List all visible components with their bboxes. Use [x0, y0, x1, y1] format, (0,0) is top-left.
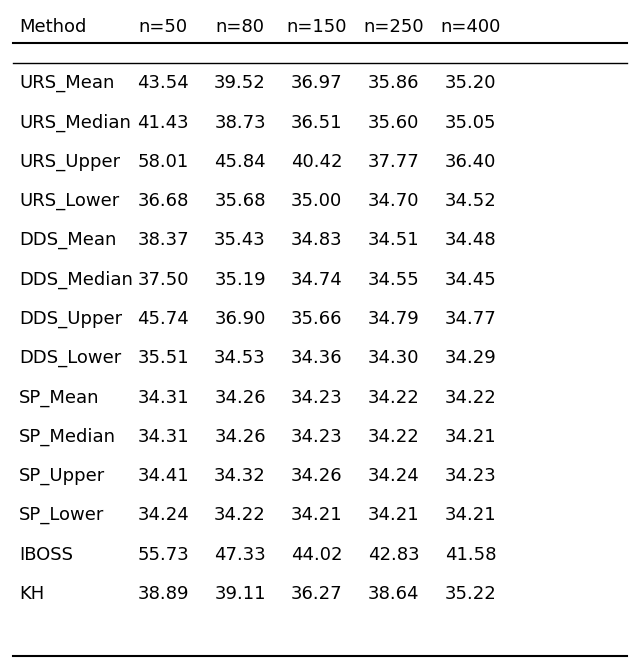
Text: 36.27: 36.27 — [291, 585, 342, 603]
Text: 34.26: 34.26 — [214, 428, 266, 446]
Text: IBOSS: IBOSS — [19, 545, 73, 564]
Text: 38.73: 38.73 — [214, 113, 266, 132]
Text: 35.19: 35.19 — [214, 270, 266, 289]
Text: n=400: n=400 — [440, 17, 500, 36]
Text: Method: Method — [19, 17, 86, 36]
Text: 41.43: 41.43 — [138, 113, 189, 132]
Text: 35.05: 35.05 — [445, 113, 496, 132]
Text: 34.36: 34.36 — [291, 349, 342, 368]
Text: 37.50: 37.50 — [138, 270, 189, 289]
Text: 34.23: 34.23 — [445, 467, 496, 486]
Text: 38.89: 38.89 — [138, 585, 189, 603]
Text: 34.53: 34.53 — [214, 349, 266, 368]
Text: 34.26: 34.26 — [214, 388, 266, 407]
Text: 37.77: 37.77 — [368, 153, 419, 171]
Text: 34.30: 34.30 — [368, 349, 419, 368]
Text: 34.83: 34.83 — [291, 231, 342, 250]
Text: URS_Median: URS_Median — [19, 113, 131, 132]
Text: 34.48: 34.48 — [445, 231, 496, 250]
Text: KH: KH — [19, 585, 44, 603]
Text: 34.79: 34.79 — [368, 310, 419, 328]
Text: 34.31: 34.31 — [138, 428, 189, 446]
Text: 34.77: 34.77 — [445, 310, 496, 328]
Text: DDS_Mean: DDS_Mean — [19, 231, 116, 250]
Text: 34.22: 34.22 — [445, 388, 496, 407]
Text: URS_Lower: URS_Lower — [19, 192, 120, 210]
Text: 45.74: 45.74 — [138, 310, 189, 328]
Text: 36.90: 36.90 — [214, 310, 266, 328]
Text: 34.21: 34.21 — [291, 506, 342, 525]
Text: 34.21: 34.21 — [445, 428, 496, 446]
Text: 44.02: 44.02 — [291, 545, 342, 564]
Text: 34.31: 34.31 — [138, 388, 189, 407]
Text: 34.24: 34.24 — [368, 467, 419, 486]
Text: 58.01: 58.01 — [138, 153, 189, 171]
Text: 39.11: 39.11 — [214, 585, 266, 603]
Text: SP_Mean: SP_Mean — [19, 388, 100, 407]
Text: 34.55: 34.55 — [368, 270, 419, 289]
Text: SP_Upper: SP_Upper — [19, 467, 106, 486]
Text: 34.74: 34.74 — [291, 270, 342, 289]
Text: 34.22: 34.22 — [368, 388, 419, 407]
Text: n=50: n=50 — [139, 17, 188, 36]
Text: DDS_Median: DDS_Median — [19, 270, 133, 289]
Text: 36.68: 36.68 — [138, 192, 189, 210]
Text: 36.51: 36.51 — [291, 113, 342, 132]
Text: 45.84: 45.84 — [214, 153, 266, 171]
Text: 34.32: 34.32 — [214, 467, 266, 486]
Text: 35.00: 35.00 — [291, 192, 342, 210]
Text: n=150: n=150 — [287, 17, 347, 36]
Text: 40.42: 40.42 — [291, 153, 342, 171]
Text: 34.21: 34.21 — [368, 506, 419, 525]
Text: 34.26: 34.26 — [291, 467, 342, 486]
Text: 35.20: 35.20 — [445, 74, 496, 93]
Text: 41.58: 41.58 — [445, 545, 496, 564]
Text: n=250: n=250 — [364, 17, 424, 36]
Text: 55.73: 55.73 — [138, 545, 189, 564]
Text: 34.22: 34.22 — [214, 506, 266, 525]
Text: 35.60: 35.60 — [368, 113, 419, 132]
Text: 35.51: 35.51 — [138, 349, 189, 368]
Text: 38.64: 38.64 — [368, 585, 419, 603]
Text: 36.40: 36.40 — [445, 153, 496, 171]
Text: URS_Upper: URS_Upper — [19, 153, 120, 171]
Text: 35.43: 35.43 — [214, 231, 266, 250]
Text: 35.68: 35.68 — [214, 192, 266, 210]
Text: 34.22: 34.22 — [368, 428, 419, 446]
Text: 38.37: 38.37 — [138, 231, 189, 250]
Text: n=80: n=80 — [216, 17, 264, 36]
Text: 35.86: 35.86 — [368, 74, 419, 93]
Text: URS_Mean: URS_Mean — [19, 74, 115, 93]
Text: 36.97: 36.97 — [291, 74, 342, 93]
Text: 35.22: 35.22 — [445, 585, 496, 603]
Text: 34.52: 34.52 — [445, 192, 496, 210]
Text: 34.23: 34.23 — [291, 388, 342, 407]
Text: 34.21: 34.21 — [445, 506, 496, 525]
Text: 34.29: 34.29 — [445, 349, 496, 368]
Text: 43.54: 43.54 — [138, 74, 189, 93]
Text: DDS_Upper: DDS_Upper — [19, 310, 122, 328]
Text: 34.24: 34.24 — [138, 506, 189, 525]
Text: 34.45: 34.45 — [445, 270, 496, 289]
Text: 47.33: 47.33 — [214, 545, 266, 564]
Text: DDS_Lower: DDS_Lower — [19, 349, 122, 368]
Text: SP_Lower: SP_Lower — [19, 506, 104, 525]
Text: 34.41: 34.41 — [138, 467, 189, 486]
Text: 35.66: 35.66 — [291, 310, 342, 328]
Text: 42.83: 42.83 — [368, 545, 419, 564]
Text: 39.52: 39.52 — [214, 74, 266, 93]
Text: SP_Median: SP_Median — [19, 428, 116, 446]
Text: 34.70: 34.70 — [368, 192, 419, 210]
Text: 34.23: 34.23 — [291, 428, 342, 446]
Text: 34.51: 34.51 — [368, 231, 419, 250]
